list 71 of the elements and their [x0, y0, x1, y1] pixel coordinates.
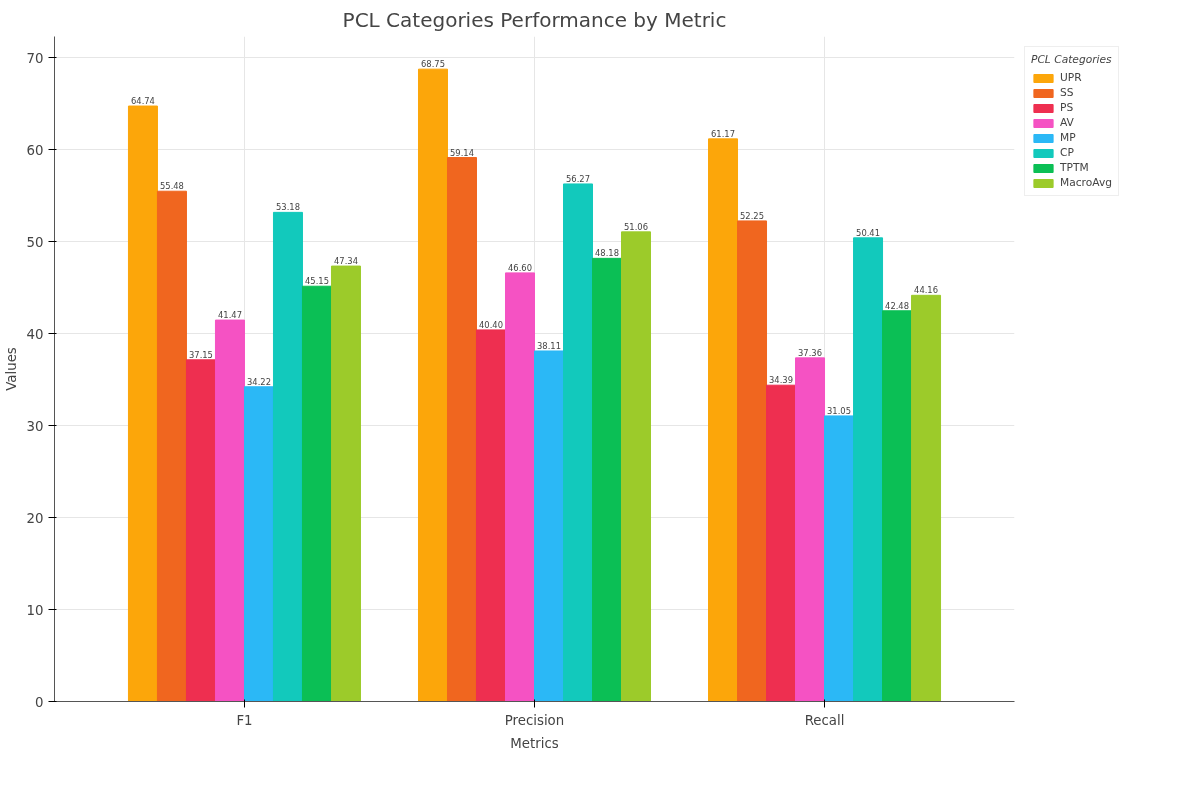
data-label: 68.75 [421, 59, 445, 70]
bar [766, 384, 797, 702]
bar [301, 285, 332, 702]
data-label: 34.39 [769, 375, 794, 386]
data-label: 51.06 [624, 221, 649, 232]
bar [475, 329, 506, 702]
data-label: 47.34 [333, 256, 358, 267]
data-label: 34.22 [246, 376, 271, 387]
data-label: 48.18 [595, 248, 619, 259]
bar [737, 220, 768, 702]
bar [127, 105, 158, 702]
y-tick-label: 0 [35, 694, 44, 710]
y-tick-label: 10 [26, 602, 44, 618]
bar [592, 257, 623, 702]
y-tick-label: 60 [26, 142, 44, 158]
bar [214, 319, 245, 702]
data-label: 46.60 [508, 262, 532, 273]
y-tick-label: 20 [26, 510, 44, 526]
data-label: 37.36 [798, 347, 823, 358]
bar [621, 231, 652, 702]
x-axis-title: Metrics [510, 735, 559, 751]
data-label: 52.25 [740, 210, 765, 221]
bar [795, 357, 826, 702]
bar [853, 237, 884, 702]
data-label: 42.48 [885, 300, 910, 311]
y-axis-title: Values [3, 347, 19, 391]
bar [417, 68, 448, 702]
data-label: 44.16 [914, 285, 939, 296]
legend-label: TPTM [1060, 161, 1089, 174]
y-tick-label: 40 [26, 326, 44, 342]
data-label: 61.17 [711, 128, 736, 139]
legend-label: MacroAvg [1060, 176, 1112, 189]
bar [708, 138, 739, 702]
x-tick-label: F1 [236, 712, 253, 728]
bar [243, 386, 274, 702]
data-label: 38.11 [537, 340, 561, 351]
legend-title: PCL Categories [1031, 53, 1112, 66]
legend-label: CP [1060, 146, 1075, 159]
legend-label: SS [1060, 86, 1075, 99]
bar [505, 272, 535, 702]
data-label: 50.41 [856, 227, 881, 238]
data-label: 40.40 [479, 319, 503, 330]
x-tick-label: Precision [504, 712, 565, 728]
bar [272, 211, 303, 702]
data-label: 45.15 [304, 276, 329, 287]
data-label: 41.47 [217, 310, 242, 321]
bar [824, 415, 855, 702]
data-label: 37.15 [188, 349, 213, 360]
data-label: 59.14 [450, 147, 474, 158]
legend-label: UPR [1060, 71, 1082, 84]
bar [563, 183, 594, 702]
data-label: 64.74 [130, 96, 155, 107]
bar [911, 294, 942, 702]
bar [446, 157, 477, 702]
y-tick-label: 50 [26, 234, 44, 250]
data-label: 56.27 [566, 173, 590, 184]
bar [185, 359, 216, 702]
chart-title: PCL Categories Performance by Metric [342, 7, 727, 32]
bar [534, 350, 564, 702]
bar [330, 265, 361, 702]
legend-label: PS [1060, 101, 1075, 114]
data-label: 55.48 [159, 181, 184, 192]
y-tick-label: 70 [26, 50, 44, 66]
data-label: 53.18 [275, 202, 300, 213]
x-tick-label: Recall [804, 712, 845, 728]
bar [882, 310, 913, 702]
data-label: 31.05 [827, 405, 852, 416]
y-tick-label: 30 [26, 418, 44, 434]
bar [156, 190, 187, 702]
legend-label: AV [1060, 116, 1075, 129]
legend-label: MP [1060, 131, 1077, 144]
